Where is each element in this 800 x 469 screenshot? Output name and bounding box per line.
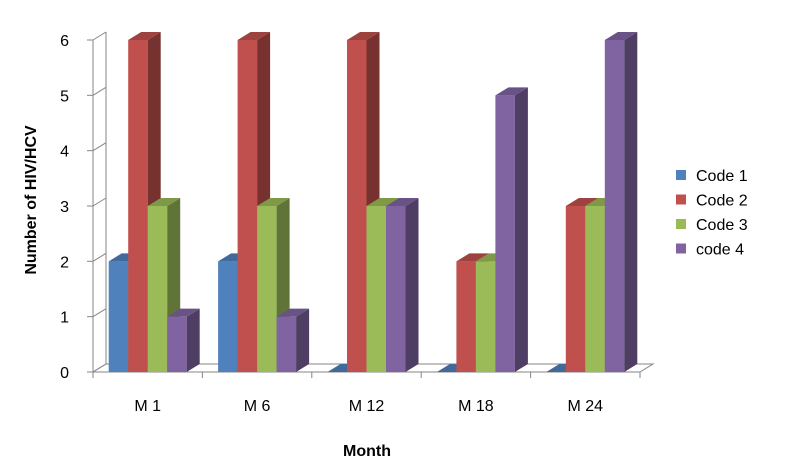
bar-front: [347, 40, 367, 372]
legend-item: Code 3: [676, 217, 748, 234]
y-tick-depth-line: [92, 197, 107, 207]
bar-front: [456, 261, 476, 372]
legend-label: Code 1: [696, 168, 748, 185]
y-tick-label: 2: [60, 254, 69, 271]
x-tick-label: M 1: [134, 398, 161, 415]
y-tick-depth-line: [92, 252, 107, 262]
bar-top: [128, 32, 161, 40]
y-tick-depth-line: [92, 31, 107, 41]
y-tick-label: 6: [60, 33, 69, 50]
x-tick-label: M 18: [458, 398, 494, 415]
bar-top: [495, 87, 528, 96]
legend: Code 1 Code 2 Code 3 code 4: [676, 168, 748, 259]
y-tick-label: 4: [60, 144, 69, 161]
y-tick-label: 1: [60, 310, 69, 327]
bar-front: [366, 206, 386, 372]
x-tick-label: M 24: [568, 398, 604, 415]
bar-top: [565, 198, 599, 206]
x-tick-label: M 12: [349, 398, 385, 415]
bar-front: [565, 206, 586, 372]
bar: [276, 308, 310, 372]
bar-top: [147, 198, 181, 206]
bar-top: [347, 32, 380, 40]
bar-front: [495, 95, 515, 372]
bar-side: [514, 87, 528, 372]
bar-front: [276, 316, 297, 372]
y-tick-label: 0: [60, 365, 69, 382]
legend-item: Code 1: [676, 168, 748, 185]
bar-front: [475, 261, 496, 372]
bars: [108, 32, 638, 372]
bar-front: [585, 206, 605, 372]
bar-top: [456, 253, 489, 262]
legend-swatch: [676, 170, 686, 180]
bar-front: [108, 261, 129, 372]
legend-item: Code 2: [676, 193, 748, 210]
bar-top: [257, 198, 290, 206]
bar-side: [624, 32, 638, 372]
bar-front: [128, 40, 148, 372]
bar-side: [405, 198, 419, 372]
bar-front: [167, 316, 187, 372]
y-tick-depth-line: [92, 86, 107, 96]
y-tick-depth-line: [92, 142, 107, 152]
bar: [604, 32, 638, 372]
bar-top: [167, 308, 200, 317]
bar-side: [186, 308, 200, 372]
bar-top: [604, 32, 638, 40]
bar-side: [296, 308, 310, 372]
x-axis-ticks: M 1 M 6 M 12 M 18 M 24: [92, 372, 641, 415]
y-tick-label: 5: [60, 88, 69, 105]
bar-front: [237, 40, 258, 372]
legend-swatch: [676, 243, 686, 254]
bar: [167, 308, 200, 372]
bar: [386, 198, 419, 372]
y-axis-ticks: 0 1 2 3 4 5 6: [60, 31, 107, 382]
bar-front: [604, 40, 625, 372]
legend-label: Code 3: [696, 217, 748, 234]
legend-label: code 4: [696, 242, 744, 259]
x-tick-label: M 6: [244, 398, 271, 415]
bar-front: [147, 206, 168, 372]
bar-front: [257, 206, 277, 372]
y-tick-depth-line: [92, 363, 107, 373]
bar: [495, 87, 528, 372]
bar-top: [386, 198, 419, 206]
bar-top: [237, 32, 271, 40]
legend-label: Code 2: [696, 193, 748, 210]
y-tick-depth-line: [92, 308, 107, 318]
bar-front: [218, 261, 238, 372]
bar-top: [276, 308, 310, 317]
y-axis-title: Number of HIV/HCV: [23, 125, 40, 275]
x-axis-title: Month: [343, 443, 391, 460]
bar-top: [366, 198, 399, 206]
bar-front: [386, 206, 406, 372]
legend-item: code 4: [676, 242, 744, 259]
legend-swatch: [676, 194, 686, 205]
y-tick-label: 3: [60, 199, 69, 216]
legend-swatch: [676, 219, 686, 229]
